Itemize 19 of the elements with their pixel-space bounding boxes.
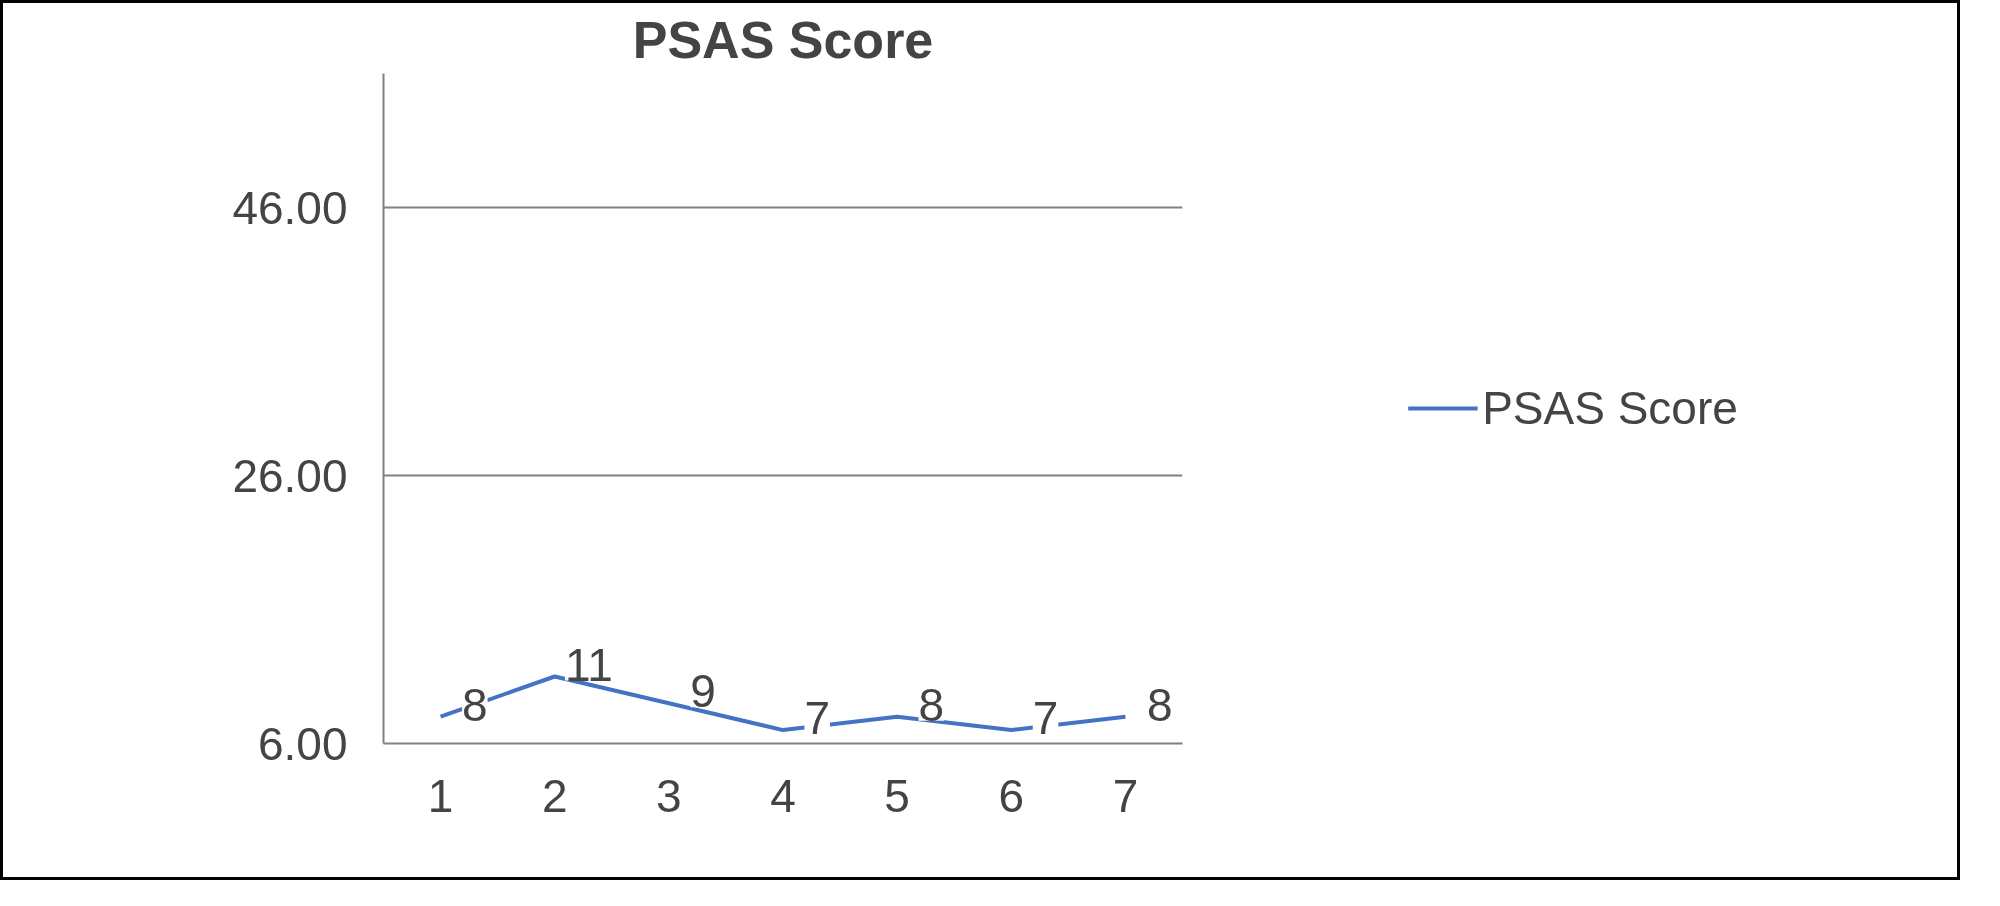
x-tick-label: 1 xyxy=(427,769,454,822)
data-label: 11 xyxy=(565,638,613,691)
y-tick-label: 26.00 xyxy=(232,449,348,502)
x-tick-label: 3 xyxy=(656,769,682,822)
data-label: 8 xyxy=(1146,678,1173,731)
legend-label: PSAS Score xyxy=(1482,381,1738,435)
chart-title: PSAS Score xyxy=(632,10,934,69)
data-label: 7 xyxy=(1032,692,1059,745)
x-tick-label: 2 xyxy=(541,769,568,822)
data-label: 9 xyxy=(690,665,716,718)
x-tick-label: 6 xyxy=(998,769,1025,822)
y-tick-label: 6.00 xyxy=(257,717,348,770)
data-label: 8 xyxy=(918,678,945,731)
x-tick-label: 7 xyxy=(1112,769,1139,822)
data-label: 7 xyxy=(804,692,831,745)
x-tick-label: 4 xyxy=(770,769,796,822)
y-tick-label: 46.00 xyxy=(232,181,348,234)
data-label: 8 xyxy=(462,678,488,731)
x-tick-label: 5 xyxy=(884,769,910,822)
